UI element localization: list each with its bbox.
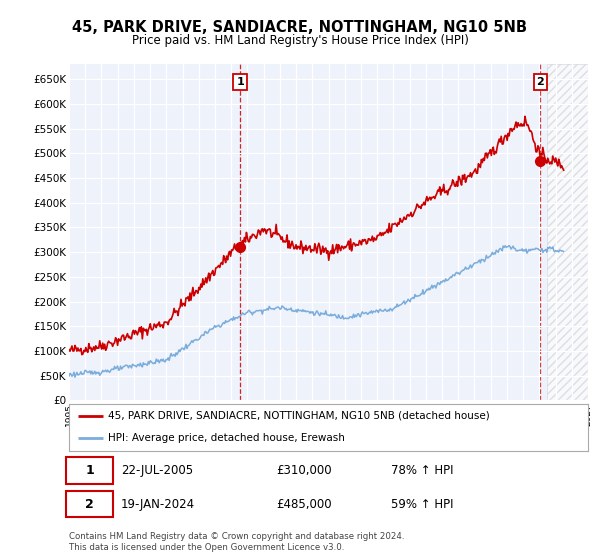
Text: HPI: Average price, detached house, Erewash: HPI: Average price, detached house, Erew…	[108, 433, 345, 443]
Text: 59% ↑ HPI: 59% ↑ HPI	[391, 498, 453, 511]
Text: £485,000: £485,000	[277, 498, 332, 511]
FancyBboxPatch shape	[67, 457, 113, 484]
Text: 2: 2	[85, 498, 94, 511]
Text: 22-JUL-2005: 22-JUL-2005	[121, 464, 193, 477]
Text: £310,000: £310,000	[277, 464, 332, 477]
Text: 1: 1	[85, 464, 94, 477]
FancyBboxPatch shape	[67, 491, 113, 517]
Text: 78% ↑ HPI: 78% ↑ HPI	[391, 464, 453, 477]
Text: 45, PARK DRIVE, SANDIACRE, NOTTINGHAM, NG10 5NB: 45, PARK DRIVE, SANDIACRE, NOTTINGHAM, N…	[73, 20, 527, 35]
Text: Contains HM Land Registry data © Crown copyright and database right 2024.
This d: Contains HM Land Registry data © Crown c…	[69, 532, 404, 552]
Text: 19-JAN-2024: 19-JAN-2024	[121, 498, 195, 511]
Bar	[547, 64, 588, 400]
Text: 1: 1	[236, 77, 244, 87]
Text: 45, PARK DRIVE, SANDIACRE, NOTTINGHAM, NG10 5NB (detached house): 45, PARK DRIVE, SANDIACRE, NOTTINGHAM, N…	[108, 411, 490, 421]
Text: Price paid vs. HM Land Registry's House Price Index (HPI): Price paid vs. HM Land Registry's House …	[131, 34, 469, 46]
Text: 2: 2	[536, 77, 544, 87]
